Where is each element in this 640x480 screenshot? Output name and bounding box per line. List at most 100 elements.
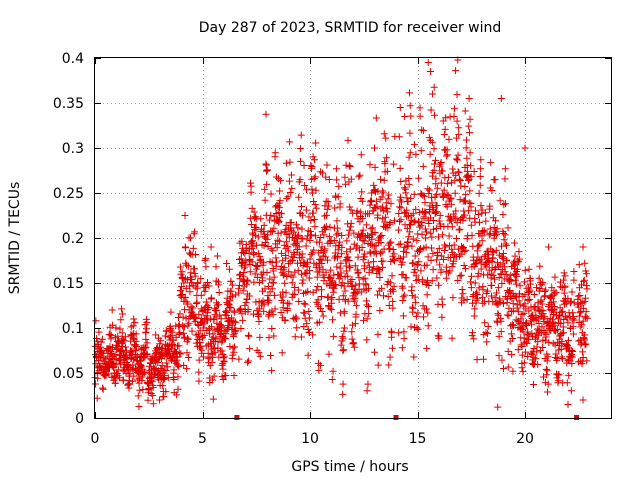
data-point bbox=[444, 191, 452, 199]
data-point bbox=[406, 129, 414, 137]
data-point bbox=[311, 156, 319, 164]
data-point bbox=[269, 267, 277, 275]
data-point bbox=[277, 308, 285, 316]
data-point bbox=[453, 156, 461, 164]
data-point bbox=[502, 242, 510, 250]
data-point bbox=[180, 297, 188, 305]
data-point bbox=[286, 138, 294, 146]
data-point bbox=[438, 167, 446, 175]
data-point bbox=[446, 267, 454, 275]
y-tick-label: 0.35 bbox=[53, 96, 84, 112]
data-point bbox=[253, 262, 261, 270]
data-point bbox=[303, 320, 311, 328]
data-point bbox=[340, 327, 348, 335]
data-point bbox=[421, 199, 429, 207]
data-point bbox=[423, 291, 431, 299]
data-point bbox=[379, 189, 387, 197]
data-point bbox=[306, 255, 314, 263]
data-point bbox=[517, 341, 525, 349]
data-point bbox=[396, 104, 404, 111]
data-point bbox=[178, 283, 186, 291]
data-point bbox=[365, 210, 373, 218]
data-point bbox=[328, 306, 336, 314]
data-point bbox=[551, 273, 559, 281]
y-tick-label: 0 bbox=[75, 411, 84, 427]
data-point bbox=[356, 171, 364, 179]
data-point bbox=[235, 256, 243, 264]
data-point bbox=[520, 309, 528, 317]
data-point bbox=[443, 180, 451, 188]
data-point bbox=[447, 194, 455, 202]
data-point bbox=[287, 218, 295, 226]
data-point bbox=[474, 242, 482, 250]
data-point bbox=[118, 348, 126, 356]
data-point bbox=[363, 301, 371, 309]
data-point bbox=[184, 321, 192, 329]
data-point bbox=[200, 353, 208, 361]
data-point bbox=[511, 276, 519, 284]
data-point bbox=[299, 276, 307, 284]
data-point bbox=[157, 365, 165, 373]
data-point bbox=[368, 235, 376, 243]
data-point bbox=[418, 218, 426, 226]
data-point bbox=[142, 343, 150, 351]
data-point bbox=[141, 344, 149, 352]
data-point bbox=[201, 287, 209, 295]
data-point bbox=[183, 365, 191, 373]
data-point bbox=[543, 357, 551, 365]
data-point bbox=[177, 350, 185, 358]
data-point bbox=[374, 291, 382, 299]
data-point bbox=[118, 329, 126, 337]
data-point bbox=[285, 268, 293, 276]
data-point bbox=[371, 163, 379, 171]
data-point bbox=[176, 328, 184, 336]
data-point bbox=[542, 330, 550, 338]
data-point bbox=[247, 188, 255, 196]
data-point bbox=[559, 307, 567, 315]
data-point bbox=[466, 129, 474, 137]
data-point bbox=[553, 325, 561, 333]
data-point bbox=[129, 361, 137, 369]
data-point bbox=[181, 293, 189, 301]
data-point bbox=[569, 347, 577, 355]
data-point bbox=[440, 186, 448, 194]
data-point bbox=[274, 202, 282, 210]
data-point bbox=[154, 359, 162, 367]
data-point bbox=[496, 298, 504, 306]
data-point bbox=[330, 284, 338, 292]
data-point bbox=[267, 228, 275, 236]
data-point bbox=[317, 361, 325, 369]
data-point bbox=[467, 203, 475, 211]
data-point bbox=[374, 361, 382, 369]
data-point bbox=[301, 182, 309, 190]
data-point bbox=[353, 242, 361, 250]
data-point bbox=[363, 336, 371, 344]
data-point bbox=[270, 332, 278, 340]
data-point bbox=[435, 217, 443, 225]
data-point bbox=[295, 243, 303, 251]
data-point bbox=[92, 317, 100, 325]
data-point bbox=[451, 189, 459, 197]
data-point bbox=[262, 110, 270, 118]
data-point bbox=[412, 298, 420, 306]
data-point bbox=[283, 195, 291, 203]
data-point bbox=[526, 295, 534, 303]
data-point bbox=[424, 309, 432, 317]
data-point bbox=[377, 175, 385, 183]
data-point bbox=[525, 265, 533, 273]
data-point bbox=[194, 279, 202, 287]
data-point bbox=[205, 282, 213, 290]
data-point bbox=[433, 274, 441, 282]
data-point bbox=[340, 282, 348, 290]
data-point bbox=[220, 327, 228, 335]
data-point bbox=[432, 175, 440, 183]
data-point bbox=[298, 250, 306, 258]
data-point bbox=[492, 246, 500, 254]
data-point bbox=[401, 291, 409, 299]
data-point bbox=[143, 350, 151, 358]
data-point bbox=[167, 327, 175, 335]
data-point bbox=[516, 301, 524, 309]
data-point bbox=[479, 299, 487, 307]
data-point bbox=[328, 316, 336, 324]
data-point bbox=[210, 372, 218, 380]
